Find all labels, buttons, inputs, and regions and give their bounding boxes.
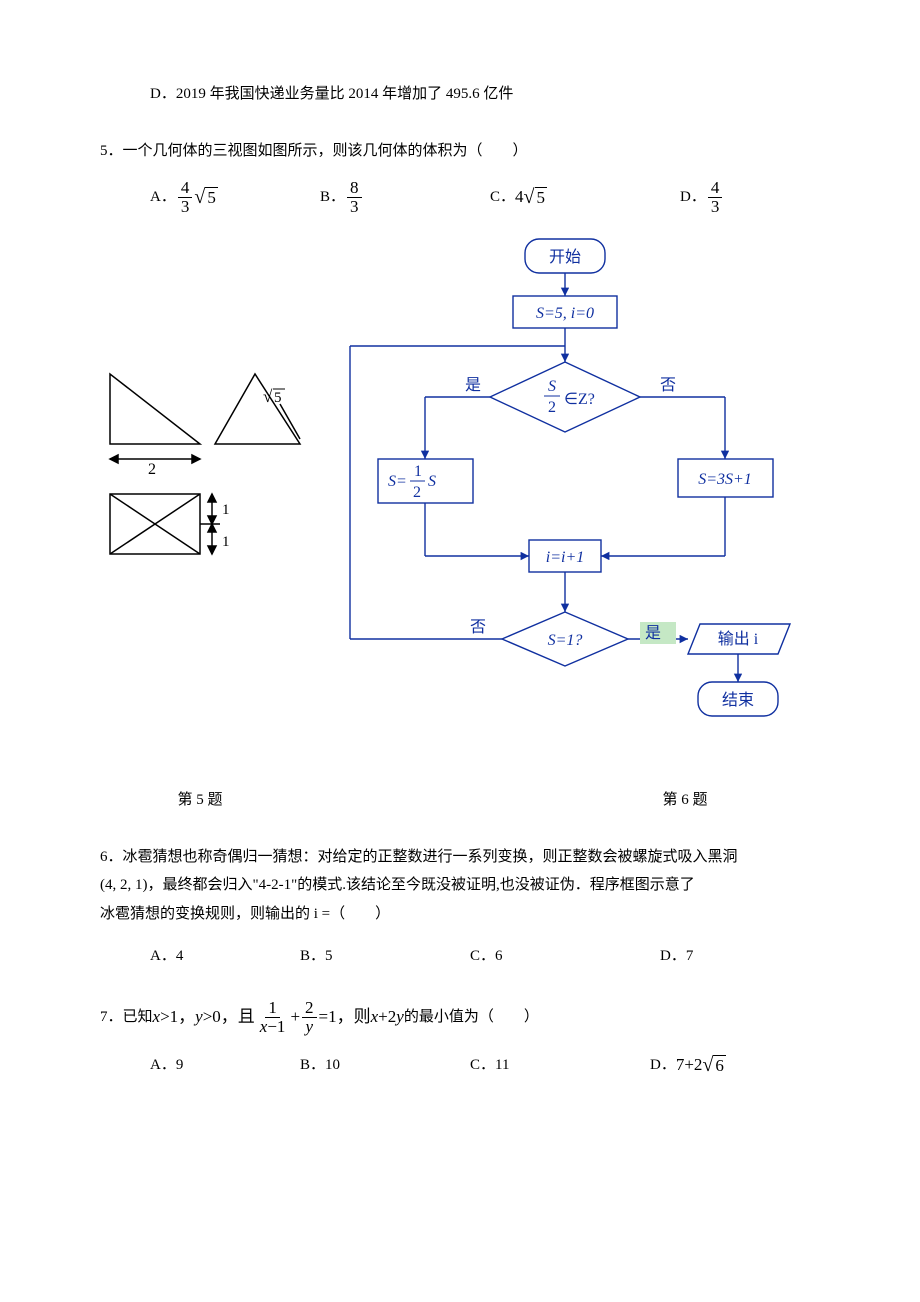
q6-option-d: D．7 [660, 942, 780, 971]
q7-option-d: D． 7+2 √6 [650, 1049, 790, 1081]
q6-option-b: B．5 [300, 942, 470, 971]
q7-option-b: B．10 [300, 1049, 470, 1081]
base-label: 2 [148, 461, 156, 478]
q7-option-c: C．11 [470, 1049, 650, 1081]
slant-label: √ 5 [263, 387, 285, 406]
sqrt: √6 [702, 1055, 725, 1076]
diagram-row: 2 1 1 √ 5 开始 S=5, [100, 234, 820, 765]
txt: =1，则 [319, 1001, 371, 1033]
q7-options: A．9 B．10 C．11 D． 7+2 √6 [100, 1049, 820, 1081]
q5-caption: 第 5 题 [100, 786, 300, 815]
opt-label: D． [680, 183, 706, 212]
h1-label: 1 [222, 502, 230, 518]
q6-line3: 冰雹猜想的变换规则，则输出的 i =（ ） [100, 900, 820, 929]
txt: >1， [160, 1001, 195, 1033]
flow-cond2: S=1? [548, 632, 583, 649]
svg-text:∈Z?: ∈Z? [564, 391, 595, 408]
coef: 4 [515, 181, 524, 213]
q6-line2: (4, 2, 1)，最终都会归入"4-2-1"的模式.该结论至今既没被证明,也没… [100, 871, 820, 900]
opt-label: D． [650, 1051, 676, 1080]
txt: >0，且 [203, 1001, 255, 1033]
var-x: x [153, 1001, 161, 1033]
flow-end: 结束 [722, 691, 754, 709]
flow-yes1: 是 [465, 377, 481, 394]
svg-text:S: S [548, 378, 556, 395]
txt: 的最小值为（ ） [404, 1003, 539, 1032]
h2-label: 1 [222, 534, 230, 550]
q7-option-a: A．9 [150, 1049, 300, 1081]
q4-option-d: D．2019 年我国快递业务量比 2014 年增加了 495.6 亿件 [100, 80, 820, 109]
flow-inc: i=i+1 [546, 549, 584, 566]
three-view-figure: 2 1 1 √ 5 [100, 234, 330, 605]
flowchart-svg: 开始 S=5, i=0 S 2 ∈Z? 是 [330, 234, 810, 754]
q5-options: A． 43 √5 B． 83 C． 4 √5 D． 43 [100, 179, 820, 216]
plus: + [290, 1001, 300, 1033]
q5-option-d: D． 43 [680, 179, 800, 216]
q6-option-a: A．4 [150, 942, 300, 971]
svg-text:2: 2 [548, 399, 556, 416]
coef: 7+2 [676, 1049, 703, 1081]
q6-line1: 6．冰雹猜想也称奇偶归一猜想：对给定的正整数进行一系列变换，则正整数会被螺旋式吸… [100, 843, 820, 872]
caption-row: 第 5 题 第 6 题 [100, 786, 820, 815]
q6-options: A．4 B．5 C．6 D．7 [100, 942, 820, 971]
txt: 7．已知 [100, 1003, 153, 1032]
flow-left-box: S= 1 2 S [388, 463, 436, 501]
opt-label: C． [490, 183, 515, 212]
flow-no2: 否 [470, 619, 486, 636]
q5-option-a: A． 43 √5 [150, 179, 320, 216]
flow-cond1: S 2 ∈Z? [544, 378, 595, 416]
flow-start: 开始 [549, 248, 581, 266]
svg-text:1: 1 [414, 463, 422, 480]
flow-no1: 否 [660, 377, 676, 394]
fraction: 2 y [302, 999, 317, 1036]
q5-option-c: C． 4 √5 [490, 179, 680, 216]
fraction: 43 [708, 179, 723, 216]
opt-label: B． [320, 183, 345, 212]
svg-text:5: 5 [274, 390, 282, 406]
var-y: y [195, 1001, 203, 1033]
flow-output: 输出 i [718, 630, 759, 648]
sqrt: √5 [194, 187, 217, 208]
opt-label: A． [150, 183, 176, 212]
flow-yes2: 是 [645, 625, 661, 642]
sqrt: √5 [524, 187, 547, 208]
q6-caption: 第 6 题 [300, 786, 820, 815]
q5-option-b: B． 83 [320, 179, 490, 216]
svg-text:2: 2 [413, 484, 421, 501]
svg-text:S=: S= [388, 473, 407, 490]
three-view-svg: 2 1 1 √ 5 [100, 364, 310, 594]
q5-stem: 5．一个几何体的三视图如图所示，则该几何体的体积为（ ） [100, 137, 820, 166]
svg-text:S: S [428, 473, 436, 490]
fraction: 43 [178, 179, 193, 216]
q6-stem: 6．冰雹猜想也称奇偶归一猜想：对给定的正整数进行一系列变换，则正整数会被螺旋式吸… [100, 843, 820, 929]
flowchart: 开始 S=5, i=0 S 2 ∈Z? 是 [330, 234, 820, 765]
var-x: x [371, 1001, 379, 1033]
txt: +2 [378, 1001, 396, 1033]
flow-right-box: S=3S+1 [698, 471, 752, 488]
q6-option-c: C．6 [470, 942, 660, 971]
flow-init: S=5, i=0 [536, 305, 594, 322]
fraction: 83 [347, 179, 362, 216]
fraction: 1 x−1 [257, 999, 289, 1036]
svg-text:√: √ [263, 387, 273, 406]
q7-stem: 7．已知 x >1， y >0，且 1 x−1 + 2 y =1，则 x +2 … [100, 999, 820, 1036]
var-y: y [396, 1001, 404, 1033]
